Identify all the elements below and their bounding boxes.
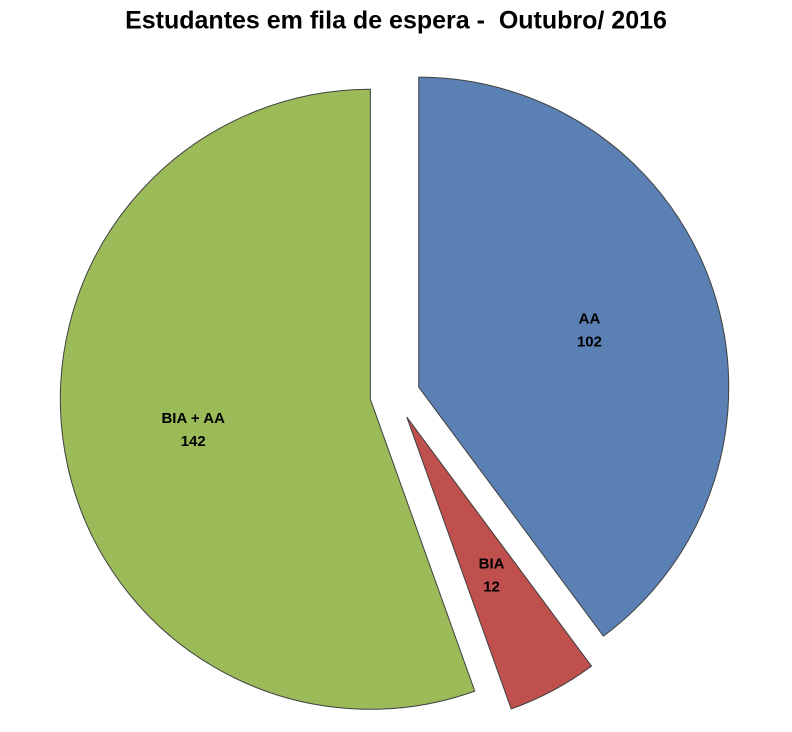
- pie-slice: [418, 76, 730, 637]
- slice-label: BIA: [479, 556, 505, 573]
- chart-title: Estudantes em fila de espera - Outubro/ …: [125, 7, 667, 35]
- slice-value: 12: [483, 579, 500, 596]
- slice-label: AA: [579, 311, 601, 328]
- slice-value: 102: [577, 334, 602, 351]
- pie-slice: [59, 88, 476, 710]
- slice-value: 142: [181, 433, 206, 450]
- pie-slice: [406, 416, 593, 710]
- slice-label: BIA + AA: [161, 410, 225, 427]
